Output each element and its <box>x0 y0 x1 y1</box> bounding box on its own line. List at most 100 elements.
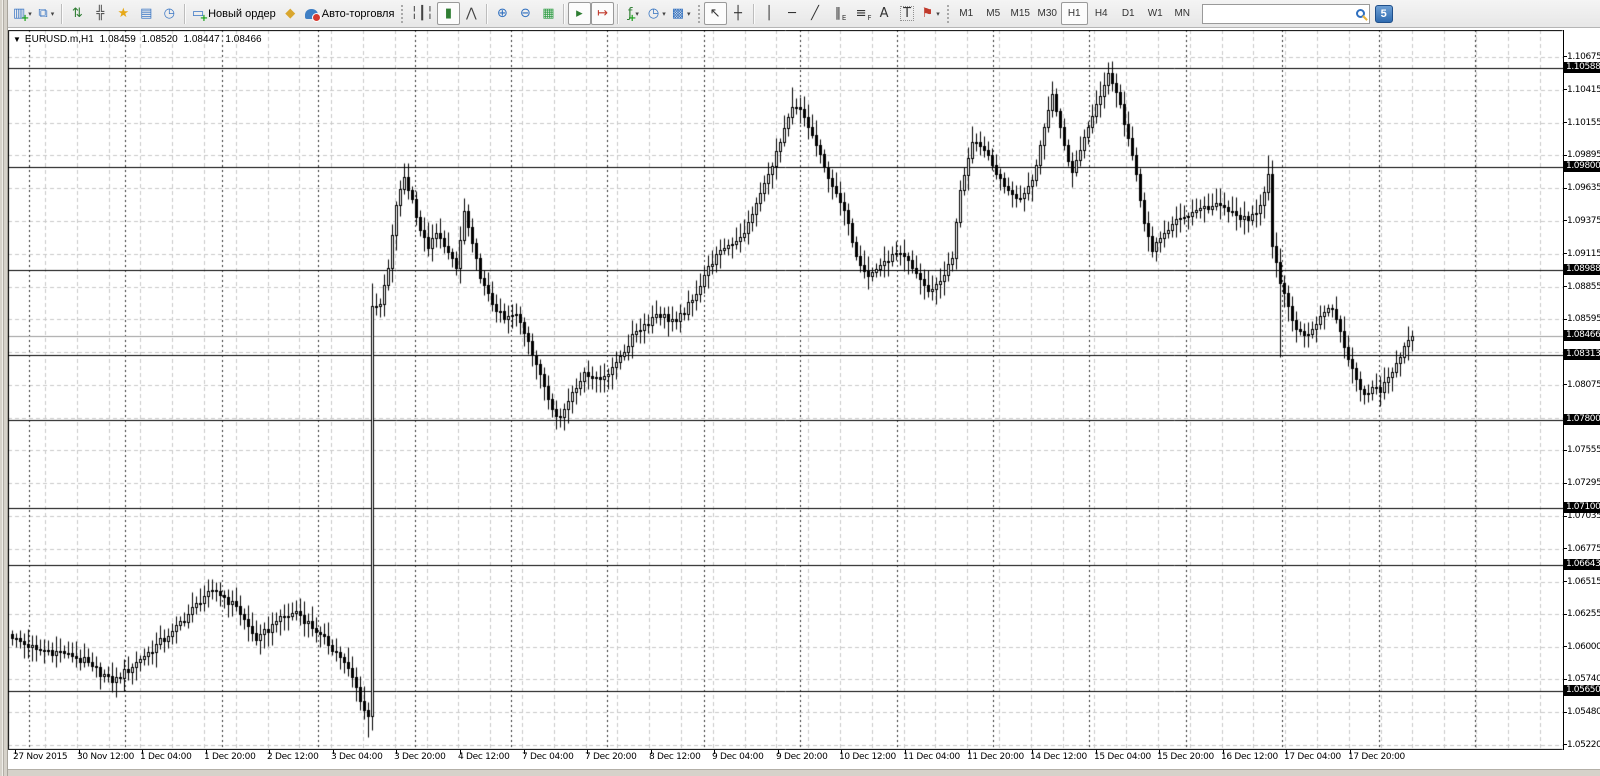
bar-chart-button[interactable]: ╎┃╎ <box>407 2 436 25</box>
text-icon: A <box>879 6 889 21</box>
price-tick-mark <box>1563 744 1567 746</box>
terminal-icon: ▤ <box>140 6 153 21</box>
price-tick-mark <box>1563 89 1567 91</box>
time-label: 8 Dec 12:00 <box>649 752 701 762</box>
autotrading-icon <box>304 8 321 22</box>
autotrading-button[interactable]: Авто-торговля <box>302 2 398 25</box>
zoom-out-icon: ⊖ <box>519 6 531 21</box>
time-label: 7 Dec 04:00 <box>522 752 574 762</box>
crosshair-icon: ┼ <box>734 6 742 21</box>
templates-button[interactable]: ▩ ▾ <box>669 2 694 25</box>
terminal-button[interactable]: ▤ <box>135 2 158 25</box>
toolbar-separator <box>485 3 488 24</box>
price-tick-label: 1.09115 <box>1567 248 1600 259</box>
price-level-badge: 1.08988 <box>1564 263 1600 275</box>
price-tick-mark <box>1563 515 1567 517</box>
arrows-button[interactable]: ⚑ ▾ <box>919 2 943 25</box>
time-label: 7 Dec 20:00 <box>585 752 637 762</box>
search-input[interactable] <box>1202 5 1356 22</box>
market-watch-button[interactable]: ⇅ <box>66 2 89 25</box>
auto-scroll-icon: ▸ <box>576 6 583 21</box>
timeframe-h4-button[interactable]: H4 <box>1088 2 1115 25</box>
timeframe-d1-button[interactable]: D1 <box>1115 2 1142 25</box>
timeframe-h1-button[interactable]: H1 <box>1060 2 1088 25</box>
candlesticks-button[interactable]: ▮ <box>436 2 460 25</box>
time-label: 17 Dec 04:00 <box>1284 752 1341 762</box>
chart-title: ▼ EURUSD.m,H1 1.08459 1.08520 1.08447 1.0… <box>13 34 265 45</box>
toolbar-grip[interactable] <box>697 4 700 23</box>
profiles-button[interactable]: ⧉ ▾ <box>35 2 58 25</box>
time-tick-mark <box>460 750 461 754</box>
chart-shift-button[interactable]: ↦ <box>590 2 614 25</box>
horizontal-line-button[interactable]: ─ <box>781 2 804 25</box>
timeframe-m30-label: M30 <box>1037 8 1057 19</box>
text-label-button[interactable]: T <box>896 2 919 25</box>
navigator-button[interactable]: ★ <box>112 2 135 25</box>
time-tick-mark <box>778 750 779 754</box>
price-tick-mark <box>1563 56 1567 58</box>
cursor-button[interactable]: ↖ <box>703 2 727 25</box>
chart-shift-icon: ↦ <box>596 6 608 21</box>
toolbar-grip[interactable] <box>946 4 949 23</box>
strategy-tester-button[interactable]: ◷ <box>158 2 181 25</box>
price-level-badge: 1.06643 <box>1564 559 1600 571</box>
timeframe-w1-button[interactable]: W1 <box>1142 2 1169 25</box>
timeframe-m30-button[interactable]: M30 <box>1034 2 1061 25</box>
toolbar-grip[interactable] <box>401 4 404 23</box>
window-bottom-edge <box>8 769 1600 776</box>
tile-windows-button[interactable]: ▦ <box>537 2 560 25</box>
dropdown-arrow-icon[interactable]: ▾ <box>662 10 666 18</box>
price-tick-mark <box>1563 646 1567 648</box>
auto-scroll-button[interactable]: ▸ <box>567 2 591 25</box>
periods-button[interactable]: ◷ ▾ <box>645 2 669 25</box>
line-chart-button[interactable]: ⋀ <box>460 2 483 25</box>
dropdown-arrow-icon[interactable]: ▾ <box>50 10 55 18</box>
crosshair-button[interactable]: ┼ <box>727 2 750 25</box>
bar-chart-icon: ╎┃╎ <box>410 6 434 21</box>
dropdown-arrow-icon[interactable]: ▾ <box>28 10 32 18</box>
time-tick-mark <box>1286 750 1287 754</box>
price-tick-mark <box>1563 187 1567 189</box>
metaeditor-icon: ◆ <box>285 6 296 21</box>
price-tick-mark <box>1563 482 1567 484</box>
timeframe-m1-button[interactable]: M1 <box>953 2 980 25</box>
time-tick-mark <box>1032 750 1033 754</box>
dropdown-arrow-icon[interactable]: ▾ <box>936 10 940 18</box>
equidistant-channel-button[interactable]: ∥ <box>827 2 850 25</box>
time-label: 14 Dec 12:00 <box>1030 752 1087 762</box>
time-label: 3 Dec 20:00 <box>394 752 446 762</box>
new-order-button[interactable]: ▭Новый ордер <box>189 2 279 25</box>
zoom-in-button[interactable]: ⊕ <box>491 2 514 25</box>
trend-line-button[interactable]: ╱ <box>804 2 827 25</box>
vertical-line-button[interactable]: │ <box>758 2 781 25</box>
autotrading-label: Авто-торговля <box>321 7 395 20</box>
timeframe-mn-button[interactable]: MN <box>1169 2 1196 25</box>
time-tick-mark <box>969 750 970 754</box>
new-chart-button[interactable]: ▥▾ <box>10 2 35 25</box>
new-chart-icon: ▥ <box>13 7 30 24</box>
time-label: 10 Dec 12:00 <box>839 752 896 762</box>
cursor-icon: ↖ <box>709 6 721 21</box>
price-tick-mark <box>1563 220 1567 222</box>
time-tick-mark <box>269 750 270 754</box>
metaeditor-button[interactable]: ◆ <box>279 2 302 25</box>
fibonacci-button[interactable]: ≡ <box>850 2 873 25</box>
data-window-button[interactable]: ╬ <box>89 2 112 25</box>
time-label: 11 Dec 20:00 <box>967 752 1024 762</box>
text-button[interactable]: A <box>873 2 896 25</box>
price-level-badge: 1.07100 <box>1564 501 1600 513</box>
chart-canvas[interactable] <box>8 30 1563 750</box>
timeframe-mn-label: MN <box>1174 8 1191 19</box>
dropdown-arrow-icon[interactable]: ▾ <box>635 10 639 18</box>
current-price-badge: 1.08466 <box>1564 329 1600 341</box>
time-label: 1 Dec 20:00 <box>204 752 256 762</box>
chart-title-dropdown-icon[interactable]: ▼ <box>13 35 21 44</box>
notifications-badge[interactable]: 5 <box>1374 4 1393 23</box>
dropdown-arrow-icon[interactable]: ▾ <box>687 10 691 18</box>
timeframe-m5-button[interactable]: M5 <box>980 2 1007 25</box>
timeframe-m15-button[interactable]: M15 <box>1007 2 1034 25</box>
price-level-badge: 1.10588 <box>1564 61 1600 73</box>
zoom-out-button[interactable]: ⊖ <box>514 2 537 25</box>
indicators-button[interactable]: ƒ▾ <box>622 2 645 25</box>
price-tick-label: 1.10675 <box>1567 51 1600 62</box>
